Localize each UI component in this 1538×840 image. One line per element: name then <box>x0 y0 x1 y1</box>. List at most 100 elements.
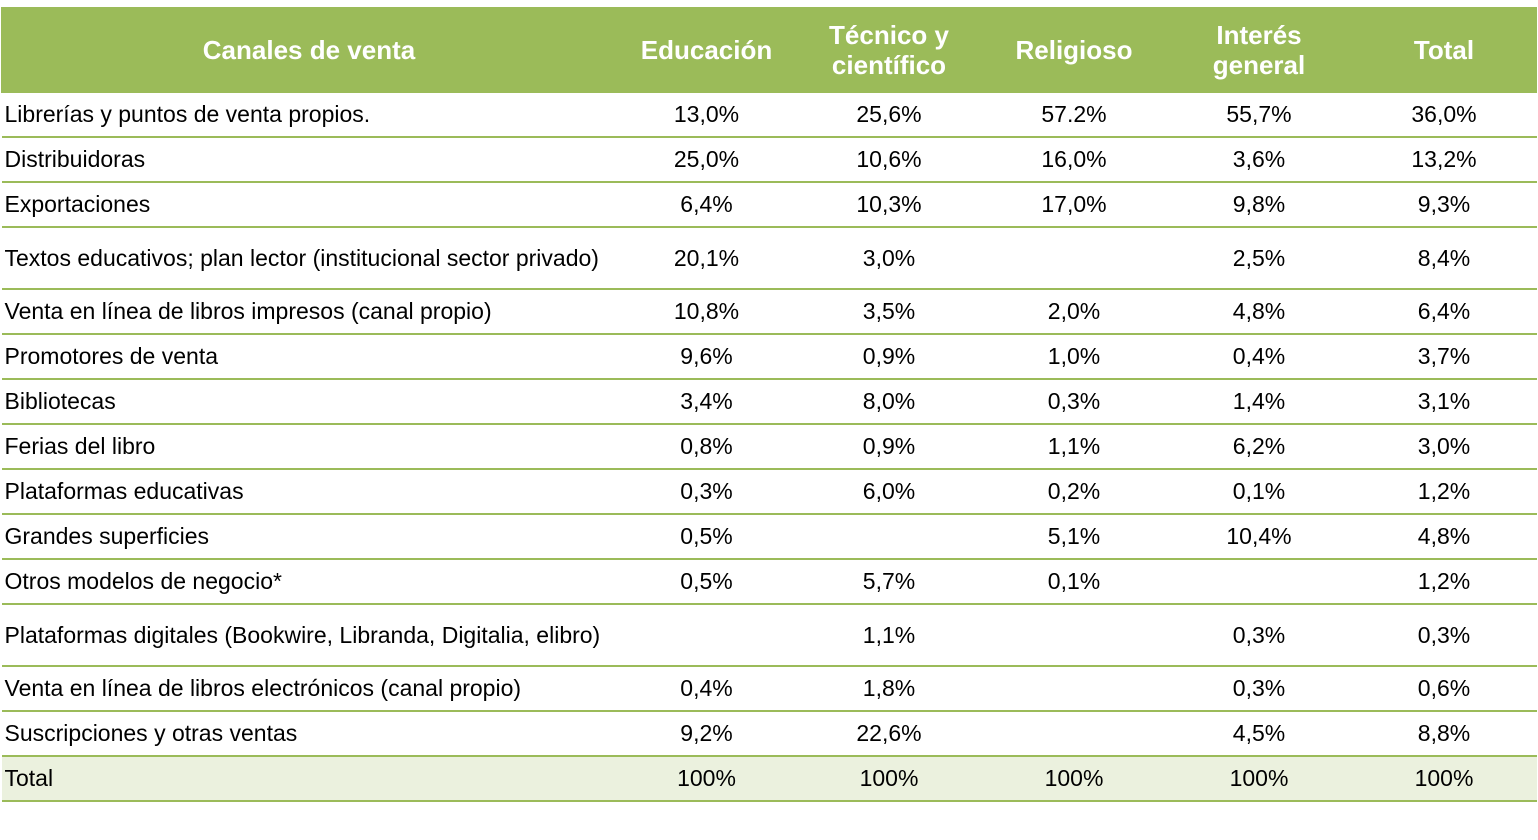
table-row: Distribuidoras 25,0% 10,6% 16,0% 3,6% 13,2% <box>1 136 1537 182</box>
cell-interes: 0,3% <box>1166 603 1352 666</box>
cell-total: 8,8% <box>1351 710 1537 756</box>
total-row: Total 100% 100% 100% 100% 100% <box>1 755 1537 802</box>
table-row: Librerías y puntos de venta propios. 13,0… <box>1 91 1537 137</box>
table-row: Venta en línea de libros impresos (canal… <box>1 288 1537 334</box>
cell-interes: 2,5% <box>1166 226 1352 289</box>
cell-tecnico <box>796 513 982 559</box>
cell-interes: 9,8% <box>1166 181 1352 227</box>
cell-educacion: 9,2% <box>616 710 797 756</box>
table-row: Grandes superficies 0,5% 5,1% 10,4% 4,8% <box>1 513 1537 559</box>
cell-total: 6,4% <box>1351 288 1537 334</box>
cell-tecnico: 6,0% <box>796 468 982 514</box>
table-row: Bibliotecas 3,4% 8,0% 0,3% 1,4% 3,1% <box>1 378 1537 424</box>
cell-religioso: 1,0% <box>981 333 1167 379</box>
cell-tecnico: 25,6% <box>796 91 982 137</box>
cell-interes: 1,4% <box>1166 378 1352 424</box>
cell-interes: 4,8% <box>1166 288 1352 334</box>
cell-educacion: 9,6% <box>616 333 797 379</box>
header-tecnico: Técnico y científico <box>796 7 982 93</box>
table-row: Venta en línea de libros electrónicos (c… <box>1 665 1537 711</box>
cell-religioso: 5,1% <box>981 513 1167 559</box>
cell-interes: 0,3% <box>1166 665 1352 711</box>
cell-interes <box>1166 558 1352 604</box>
cell-channel: Grandes superficies <box>1 513 617 559</box>
cell-religioso: 17,0% <box>981 181 1167 227</box>
cell-total: 3,7% <box>1351 333 1537 379</box>
header-canales: Canales de venta <box>1 7 617 93</box>
cell-tecnico: 3,5% <box>796 288 982 334</box>
cell-channel: Distribuidoras <box>1 136 617 182</box>
cell-educacion <box>616 603 797 666</box>
cell-total: 3,0% <box>1351 423 1537 469</box>
cell-tecnico: 8,0% <box>796 378 982 424</box>
cell-educacion: 0,5% <box>616 558 797 604</box>
cell-total: 8,4% <box>1351 226 1537 289</box>
cell-tecnico: 10,6% <box>796 136 982 182</box>
cell-channel: Plataformas digitales (Bookwire, Librand… <box>1 603 617 666</box>
cell-total: 1,2% <box>1351 468 1537 514</box>
cell-channel: Venta en línea de libros impresos (canal… <box>1 288 617 334</box>
table-row: Textos educativos; plan lector (instituc… <box>1 226 1537 289</box>
table-row: Ferias del libro 0,8% 0,9% 1,1% 6,2% 3,0% <box>1 423 1537 469</box>
cell-channel: Otros modelos de negocio* <box>1 558 617 604</box>
cell-religioso <box>981 226 1167 289</box>
cell-channel: Venta en línea de libros electrónicos (c… <box>1 665 617 711</box>
cell-channel: Librerías y puntos de venta propios. <box>1 91 617 137</box>
cell-educacion: 13,0% <box>616 91 797 137</box>
total-cell-educacion: 100% <box>616 755 797 802</box>
table-row: Exportaciones 6,4% 10,3% 17,0% 9,8% 9,3% <box>1 181 1537 227</box>
cell-religioso <box>981 710 1167 756</box>
total-cell-channel: Total <box>1 755 617 802</box>
cell-total: 9,3% <box>1351 181 1537 227</box>
cell-tecnico: 0,9% <box>796 423 982 469</box>
header-educacion: Educación <box>616 7 797 93</box>
cell-interes: 55,7% <box>1166 91 1352 137</box>
cell-religioso: 0,3% <box>981 378 1167 424</box>
cell-channel: Textos educativos; plan lector (instituc… <box>1 226 617 289</box>
header-row: Canales de venta Educación Técnico y cie… <box>1 7 1537 93</box>
total-cell-interes: 100% <box>1166 755 1352 802</box>
cell-tecnico: 1,1% <box>796 603 982 666</box>
cell-tecnico: 1,8% <box>796 665 982 711</box>
cell-tecnico: 10,3% <box>796 181 982 227</box>
cell-interes: 10,4% <box>1166 513 1352 559</box>
cell-channel: Exportaciones <box>1 181 617 227</box>
cell-interes: 4,5% <box>1166 710 1352 756</box>
cell-channel: Plataformas educativas <box>1 468 617 514</box>
cell-religioso: 2,0% <box>981 288 1167 334</box>
cell-interes: 0,1% <box>1166 468 1352 514</box>
cell-total: 36,0% <box>1351 91 1537 137</box>
total-cell-religioso: 100% <box>981 755 1167 802</box>
header-religioso: Religioso <box>981 7 1167 93</box>
cell-educacion: 3,4% <box>616 378 797 424</box>
cell-educacion: 0,3% <box>616 468 797 514</box>
table-row: Promotores de venta 9,6% 0,9% 1,0% 0,4% 3,7% <box>1 333 1537 379</box>
total-cell-tecnico: 100% <box>796 755 982 802</box>
table-row: Otros modelos de negocio* 0,5% 5,7% 0,1% 1,2… <box>1 558 1537 604</box>
table-row: Plataformas educativas 0,3% 6,0% 0,2% 0,1% 1,… <box>1 468 1537 514</box>
cell-interes: 6,2% <box>1166 423 1352 469</box>
cell-educacion: 0,4% <box>616 665 797 711</box>
cell-channel: Bibliotecas <box>1 378 617 424</box>
cell-total: 1,2% <box>1351 558 1537 604</box>
header-interes: Interés general <box>1166 7 1352 93</box>
cell-interes: 3,6% <box>1166 136 1352 182</box>
cell-tecnico: 22,6% <box>796 710 982 756</box>
cell-religioso <box>981 665 1167 711</box>
cell-religioso: 1,1% <box>981 423 1167 469</box>
header-total: Total <box>1351 7 1537 93</box>
cell-total: 3,1% <box>1351 378 1537 424</box>
cell-religioso: 16,0% <box>981 136 1167 182</box>
cell-educacion: 20,1% <box>616 226 797 289</box>
cell-religioso: 0,1% <box>981 558 1167 604</box>
cell-educacion: 0,5% <box>616 513 797 559</box>
cell-tecnico: 0,9% <box>796 333 982 379</box>
cell-religioso: 57.2% <box>981 91 1167 137</box>
cell-channel: Suscripciones y otras ventas <box>1 710 617 756</box>
cell-total: 13,2% <box>1351 136 1537 182</box>
cell-educacion: 0,8% <box>616 423 797 469</box>
cell-channel: Promotores de venta <box>1 333 617 379</box>
cell-total: 0,6% <box>1351 665 1537 711</box>
cell-educacion: 10,8% <box>616 288 797 334</box>
